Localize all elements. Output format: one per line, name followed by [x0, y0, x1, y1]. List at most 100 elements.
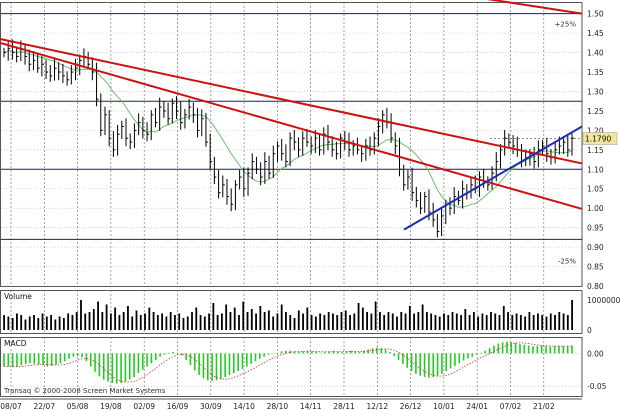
- volume-bar: [186, 316, 189, 330]
- volume-bar: [109, 313, 112, 330]
- x-tick-label: 19/08: [100, 402, 122, 410]
- x-tick-label: 26/12: [400, 402, 422, 410]
- volume-bar: [443, 313, 445, 330]
- macd-histogram-bar: [85, 353, 88, 362]
- volume-bar: [33, 315, 35, 330]
- volume-bar: [549, 313, 552, 330]
- macd-histogram-bar: [172, 352, 174, 354]
- macd-histogram-bar: [484, 350, 487, 354]
- volume-y-tick-label: 0: [587, 326, 592, 335]
- volume-bar: [101, 312, 104, 330]
- macd-histogram-bar: [68, 353, 70, 359]
- macd-histogram-bar: [63, 353, 66, 362]
- volume-bar: [519, 315, 522, 330]
- volume-bar: [75, 312, 78, 330]
- volume-bar: [297, 310, 300, 330]
- volume-bar: [289, 315, 292, 330]
- volume-bar: [246, 312, 249, 330]
- macd-histogram-bar: [423, 353, 426, 377]
- volume-bar: [438, 316, 441, 330]
- macd-histogram-bar: [549, 346, 552, 354]
- volume-bar: [387, 312, 390, 330]
- blue-support-line: [403, 125, 583, 231]
- x-tick-label: 30/09: [200, 402, 222, 410]
- volume-bar: [447, 315, 450, 330]
- volume-bar: [404, 313, 407, 330]
- volume-bar: [216, 315, 219, 330]
- macd-histogram-bar: [137, 353, 140, 374]
- volume-bar: [41, 313, 44, 330]
- volume-bar: [84, 313, 87, 330]
- volume-bar: [468, 315, 471, 330]
- volume-bar: [263, 312, 266, 330]
- volume-bar: [122, 312, 125, 330]
- macd-histogram-bar: [445, 353, 448, 372]
- volume-bar: [507, 312, 509, 330]
- macd-histogram-bar: [215, 353, 218, 381]
- x-tick-label: 14/11: [300, 402, 322, 410]
- price-panel-frame: [0, 2, 583, 287]
- volume-bar: [370, 313, 373, 330]
- red-trendline-lower: [0, 41, 583, 210]
- macd-histogram-bar: [406, 353, 409, 368]
- macd-histogram-bar: [59, 353, 62, 364]
- macd-histogram-bar: [298, 352, 300, 354]
- volume-bar: [545, 316, 548, 330]
- macd-histogram-bar: [241, 353, 244, 370]
- macd-histogram-bar: [33, 353, 36, 364]
- macd-histogram-bar: [128, 353, 131, 380]
- volume-bar: [191, 312, 193, 330]
- x-tick-label: 16/09: [167, 402, 189, 410]
- price-y-tick-label: 1.05: [587, 185, 604, 194]
- x-tick-label: 24/01: [466, 402, 488, 410]
- volume-bar: [460, 315, 462, 330]
- volume-bar: [566, 315, 569, 330]
- macd-histogram-bar: [428, 353, 430, 378]
- macd-histogram-bar: [488, 348, 491, 354]
- volume-bar: [105, 304, 108, 330]
- macd-histogram-bar: [76, 353, 79, 357]
- macd-histogram-bar: [458, 353, 461, 364]
- volume-bar: [379, 312, 381, 330]
- volume-bar: [250, 309, 253, 330]
- volume-bar: [165, 316, 168, 330]
- macd-histogram-bar: [272, 353, 274, 354]
- volume-bar: [148, 307, 151, 330]
- volume-bar: [306, 307, 309, 330]
- volume-bar: [259, 306, 262, 330]
- macd-histogram-bar: [397, 353, 400, 360]
- volume-bar: [541, 315, 544, 330]
- macd-histogram-bar: [510, 342, 513, 354]
- volume-bar: [28, 316, 31, 330]
- price-y-tick-label: 0.80: [587, 282, 604, 291]
- volume-bar: [391, 313, 394, 330]
- macd-histogram-bar: [250, 353, 252, 364]
- macd-histogram-bar: [384, 349, 387, 354]
- macd-histogram-bar: [545, 346, 547, 354]
- volume-bar: [302, 313, 304, 330]
- macd-histogram-bar: [176, 352, 179, 354]
- macd-histogram-bar: [354, 351, 357, 354]
- macd-histogram-bar: [293, 351, 296, 354]
- macd-histogram-bar: [228, 353, 231, 376]
- volume-panel-frame: [0, 290, 583, 334]
- macd-histogram-bar: [154, 353, 157, 360]
- volume-bar: [62, 318, 65, 330]
- volume-bar: [310, 315, 313, 330]
- macd-y-tick-label: -0.05: [587, 382, 607, 391]
- volume-bar: [88, 312, 91, 330]
- volume-bar: [417, 312, 420, 330]
- volume-bar: [161, 313, 164, 330]
- volume-bar: [472, 312, 475, 330]
- volume-bar: [272, 316, 275, 330]
- x-tick-label: 10/01: [433, 402, 455, 410]
- macd-histogram-bar: [198, 353, 200, 376]
- macd-histogram-bar: [219, 353, 222, 379]
- volume-bar: [537, 313, 539, 330]
- volume-bar: [524, 316, 527, 330]
- price-y-tick-label: 0.90: [587, 243, 604, 252]
- volume-bar: [528, 312, 531, 330]
- volume-bar: [571, 300, 573, 330]
- macd-histogram-bar: [202, 353, 205, 379]
